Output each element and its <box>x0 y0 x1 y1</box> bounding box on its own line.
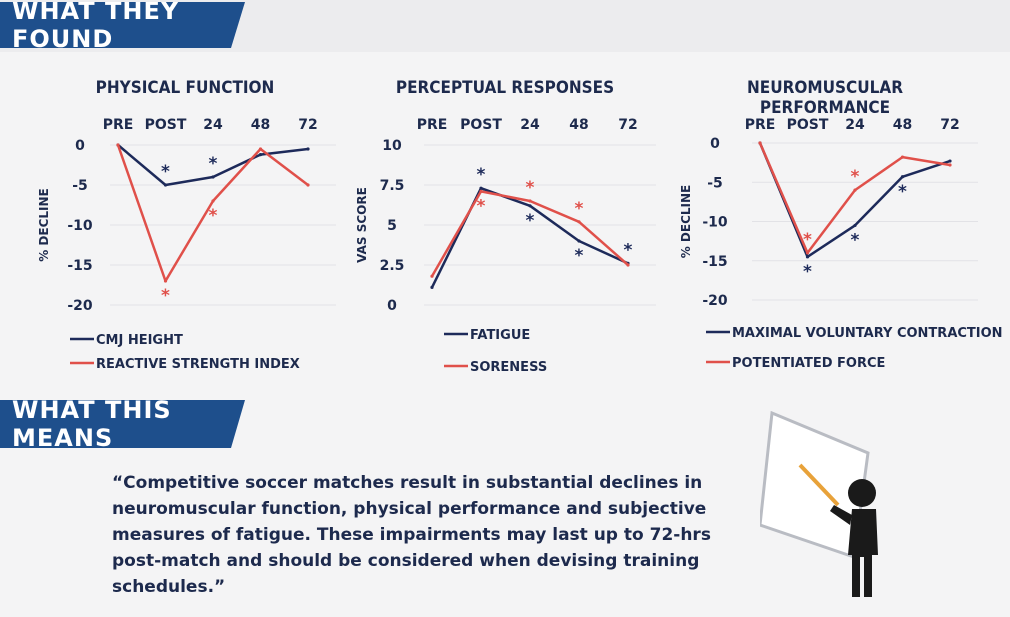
data-point <box>306 147 310 151</box>
x-tick-label: 48 <box>569 117 588 133</box>
y-tick-label: 0 <box>387 298 397 314</box>
data-point <box>900 155 905 159</box>
data-point <box>853 223 857 228</box>
series-line <box>430 190 629 277</box>
significance-marker: * <box>526 211 535 231</box>
y-tick-label: 7.5 <box>380 178 405 194</box>
data-point <box>116 143 120 147</box>
data-point <box>805 255 810 259</box>
data-point <box>626 263 630 267</box>
significance-marker: * <box>161 162 170 182</box>
data-point <box>528 199 532 203</box>
data-point <box>306 183 310 187</box>
y-tick-label: 10 <box>382 138 402 154</box>
significance-marker: * <box>477 196 486 216</box>
x-tick-label: PRE <box>745 117 776 133</box>
y-tick-label: -15 <box>702 254 727 270</box>
x-tick-label: 48 <box>893 117 912 133</box>
x-tick-label: PRE <box>103 117 134 133</box>
legend-label: FATIGUE <box>470 328 530 343</box>
quote-block: “Competitive soccer matches result in su… <box>112 470 752 600</box>
legend-label: CMJ HEIGHT <box>96 333 183 348</box>
data-point <box>577 239 581 243</box>
x-tick-label: 72 <box>618 117 637 133</box>
chart-title-perceptual-responses: PERCEPTUAL RESPONSES <box>395 78 615 98</box>
data-point <box>211 175 215 179</box>
x-tick-label: PRE <box>417 117 448 133</box>
data-point <box>758 141 762 145</box>
banner-what-they-found: WHAT THEY FOUND <box>0 2 245 48</box>
x-tick-label: 72 <box>298 117 317 133</box>
data-point <box>948 159 952 163</box>
y-tick-label: 0 <box>710 136 720 152</box>
banner-what-this-means: WHAT THIS MEANS <box>0 400 245 448</box>
legend-label: SORENESS <box>470 360 547 375</box>
data-point <box>163 279 168 283</box>
x-tick-label: 48 <box>251 117 270 133</box>
quote-line: “Competitive soccer matches result in su… <box>112 473 703 493</box>
y-tick-label: -20 <box>67 298 93 314</box>
charts-area: PRE POST 24 48 72 0 -5 -10 -15 -20 % DECLINE * * CMJ … <box>37 117 1003 375</box>
y-tick-label: -5 <box>707 175 723 191</box>
data-point <box>430 274 434 278</box>
y-tick-label: -15 <box>67 258 92 274</box>
x-tick-label: POST <box>145 117 187 133</box>
data-point <box>479 186 483 190</box>
significance-marker: * <box>803 262 812 282</box>
quote-line: measures of fatigue. These impairments m… <box>112 525 711 545</box>
data-point <box>900 175 905 179</box>
data-point <box>211 199 215 203</box>
x-tick-label: 24 <box>520 117 540 133</box>
significance-marker: * <box>575 246 584 266</box>
significance-marker: * <box>526 178 535 198</box>
data-point <box>430 285 434 289</box>
legend-label: POTENTIATED FORCE <box>732 356 885 371</box>
significance-marker: * <box>161 286 170 306</box>
data-point <box>577 220 581 224</box>
significance-marker: * <box>898 182 907 202</box>
significance-marker: * <box>575 199 584 219</box>
y-axis-label: % DECLINE <box>37 188 51 262</box>
x-tick-label: 24 <box>845 117 865 133</box>
y-axis-label: VAS SCORE <box>355 187 369 263</box>
x-tick-label: 72 <box>940 117 959 133</box>
presenter-at-whiteboard-icon <box>760 410 878 597</box>
y-tick-label: 5 <box>387 218 397 234</box>
y-tick-label: -10 <box>67 218 93 234</box>
data-point <box>258 147 263 151</box>
chart-title-physical-function: PHYSICAL FUNCTION <box>95 78 275 98</box>
data-point <box>258 153 263 157</box>
y-tick-label: 0 <box>75 138 85 154</box>
significance-marker: * <box>477 165 486 185</box>
x-tick-label: POST <box>460 117 502 133</box>
y-axis-label: % DECLINE <box>679 185 693 259</box>
data-point <box>948 163 952 167</box>
y-tick-label: 2.5 <box>380 258 405 274</box>
significance-marker: * <box>209 154 218 174</box>
banner-what-this-means-label: WHAT THIS MEANS <box>12 396 172 452</box>
quote-line: neuromuscular function, physical perform… <box>112 499 707 519</box>
data-point <box>163 183 168 187</box>
legend-label: MAXIMAL VOLUNTARY CONTRACTION <box>732 326 1003 341</box>
y-tick-label: -10 <box>702 215 728 231</box>
significance-marker: * <box>624 240 633 260</box>
data-point <box>528 204 532 208</box>
quote-line: post-match and should be considered when… <box>112 551 700 597</box>
significance-marker: * <box>851 167 860 187</box>
legend-label: REACTIVE STRENGTH INDEX <box>96 357 300 372</box>
significance-marker: * <box>803 230 812 250</box>
data-point <box>805 251 810 255</box>
significance-marker: * <box>209 206 218 226</box>
y-tick-label: -5 <box>72 178 88 194</box>
x-tick-label: POST <box>787 117 829 133</box>
y-tick-label: -20 <box>702 293 728 309</box>
data-point <box>853 188 857 192</box>
data-point <box>479 189 483 193</box>
x-tick-label: 24 <box>203 117 223 133</box>
significance-marker: * <box>851 230 860 250</box>
chart-title-neuromuscular-performance: NEUROMUSCULAR PERFORMANCE <box>746 78 904 118</box>
